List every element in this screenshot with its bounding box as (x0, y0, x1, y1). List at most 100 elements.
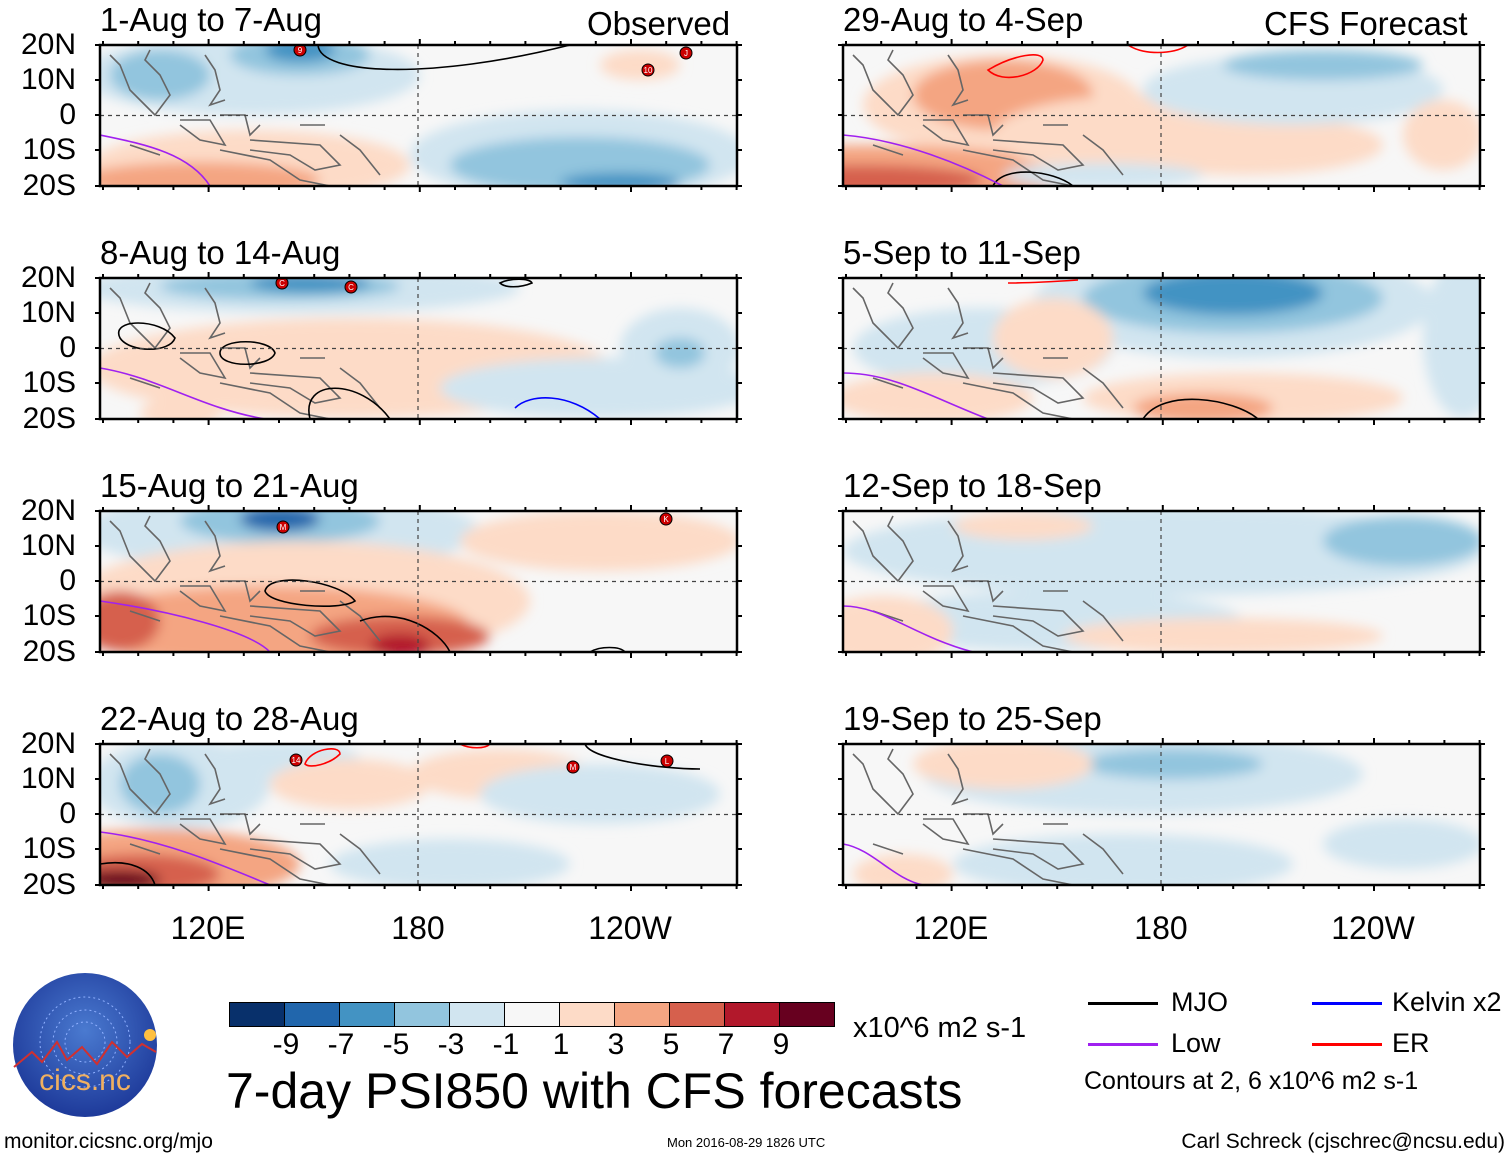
colorbar-swatch (505, 1003, 560, 1026)
lat-label: 20S (22, 868, 76, 901)
colorbar-swatch (395, 1003, 450, 1026)
anomaly-region (1323, 819, 1480, 869)
colorbar-swatch (615, 1003, 670, 1026)
units-label: x10^6 m2 s-1 (853, 1012, 1027, 1044)
anomaly-region (843, 596, 953, 652)
lat-label: 10N (20, 296, 76, 329)
colorbar-label: 5 (662, 1028, 680, 1061)
lat-label: 10S (22, 133, 76, 166)
lat-label: 0 (59, 98, 76, 131)
anomaly-region (853, 854, 953, 885)
anomaly-region (580, 516, 660, 546)
svg-text:9: 9 (298, 46, 303, 55)
lat-label: 20S (22, 169, 76, 202)
storm-marker: 14 (289, 753, 303, 767)
anomaly-region (1403, 100, 1480, 170)
contour-note: Contours at 2, 6 x10^6 m2 s-1 (1084, 1067, 1419, 1095)
wave-contour (843, 605, 974, 652)
anomaly-region (330, 839, 570, 885)
footer-url[interactable]: monitor.cicsnc.org/mjo (4, 1130, 213, 1153)
panel-title: 5-Sep to 11-Sep (843, 234, 1081, 271)
lat-label: 10S (22, 366, 76, 399)
wave-contour (589, 646, 626, 652)
coastline (109, 282, 381, 419)
wave-contour (100, 600, 271, 652)
colorbar-label: -9 (272, 1028, 300, 1061)
anomaly-region (140, 398, 220, 419)
colorbar-swatch (560, 1003, 615, 1026)
anomaly-region (1423, 278, 1480, 418)
colorbar-label: 7 (717, 1028, 735, 1061)
svg-text:K: K (663, 515, 669, 524)
coastline (109, 748, 381, 885)
lat-label: 0 (59, 564, 76, 597)
map-panel: MK (95, 505, 742, 658)
lat-label: 10N (20, 529, 76, 562)
wave-contour (117, 322, 176, 350)
wave-contour (100, 134, 211, 186)
wave-contour (264, 579, 357, 607)
svg-text:M: M (280, 523, 287, 532)
colorbar-label: -7 (327, 1028, 355, 1061)
anomaly-region (560, 173, 680, 186)
legend-line-kelvin (1312, 1002, 1382, 1005)
wave-contour (843, 372, 989, 419)
anomaly-region (1133, 393, 1273, 419)
panel-title: 1-Aug to 7-Aug (100, 1, 322, 38)
colorbar-swatch (285, 1003, 340, 1026)
coastline (852, 748, 1124, 885)
svg-text:cics.nc: cics.nc (39, 1064, 131, 1097)
lon-label: 180 (1134, 910, 1188, 946)
observed-label: Observed (587, 5, 731, 42)
anomaly-region (993, 298, 1113, 378)
anomaly-region (913, 744, 1093, 789)
anomaly-region (1143, 278, 1323, 315)
lat-label: 10S (22, 599, 76, 632)
wave-contour (1127, 45, 1189, 54)
svg-text:10: 10 (644, 66, 653, 75)
svg-text:14: 14 (292, 756, 301, 765)
panel-title: 8-Aug to 14-Aug (100, 234, 341, 271)
storm-marker: M (276, 520, 290, 534)
legend-kelvin: Kelvin x2 (1392, 987, 1502, 1017)
svg-text:C: C (279, 279, 285, 288)
map-panel (838, 272, 1485, 425)
anomaly-region (1083, 749, 1263, 779)
anomaly-region (370, 634, 430, 652)
wave-contour (843, 843, 924, 885)
lat-label: 20S (22, 635, 76, 668)
anomaly-region (953, 512, 1093, 540)
lat-label: 10N (20, 762, 76, 795)
map-panel (838, 738, 1485, 891)
colorbar-label: 3 (607, 1028, 625, 1061)
main-title: 7-day PSI850 with CFS forecasts (226, 1063, 963, 1119)
legend-mjo: MJO (1171, 987, 1228, 1017)
map-panel: 14 M L (95, 738, 742, 891)
storm-marker: M (566, 760, 580, 774)
colorbar-label: 9 (772, 1028, 790, 1061)
wave-contour (498, 278, 534, 288)
colorbar-label: 1 (552, 1028, 570, 1061)
anomaly-region (1063, 618, 1383, 652)
colorbar-swatch (725, 1003, 780, 1026)
wave-contour (359, 615, 451, 652)
coastline (852, 515, 1124, 652)
lat-label: 20S (22, 402, 76, 435)
coastline (852, 49, 1124, 186)
lat-label: 10N (20, 63, 76, 96)
lat-label: 20N (20, 727, 76, 760)
footer-timestamp: Mon 2016-08-29 1826 UTC (667, 1135, 826, 1150)
panel-title: 12-Sep to 18-Sep (843, 467, 1102, 504)
panel-title: 22-Aug to 28-Aug (100, 700, 359, 737)
colorbar-label: -3 (437, 1028, 465, 1061)
lat-label: 20N (20, 494, 76, 527)
legend-er: ER (1392, 1028, 1430, 1058)
wave-contour (219, 341, 276, 365)
anomaly-region (100, 591, 160, 651)
wave-contour (304, 748, 341, 767)
storm-marker: L (660, 754, 674, 768)
colorbar-label: -5 (382, 1028, 410, 1061)
colorbar-swatch (230, 1003, 285, 1026)
lat-label: 10S (22, 832, 76, 865)
